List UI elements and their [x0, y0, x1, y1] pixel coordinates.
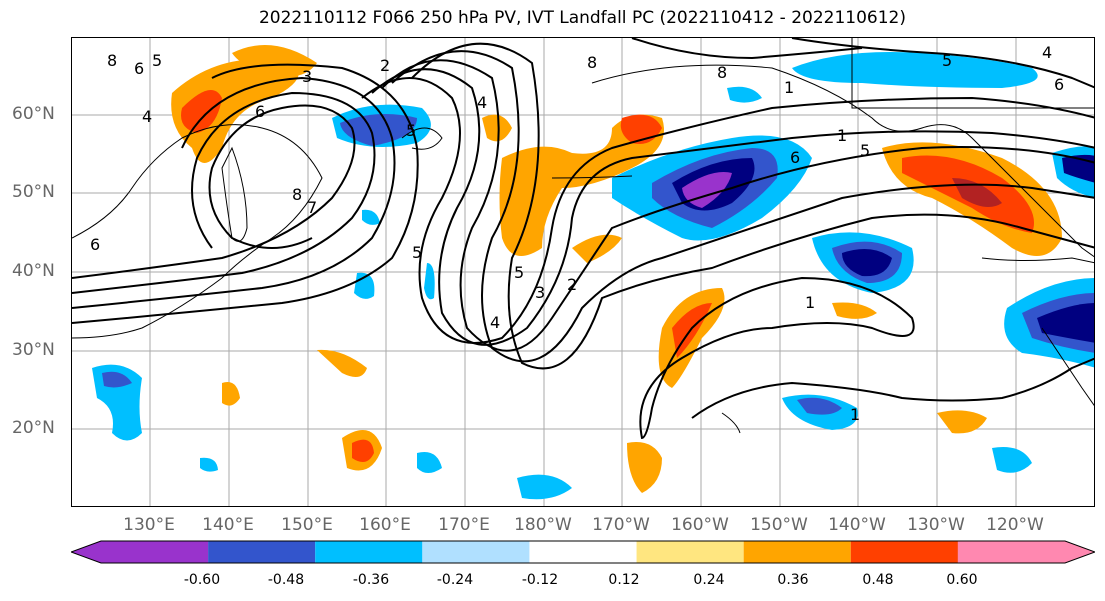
- lat-label: 30°N: [12, 340, 55, 360]
- lat-label: 20°N: [12, 418, 55, 438]
- colorbar-tick-label: 0.60: [946, 572, 978, 588]
- contour-label: 4: [490, 313, 500, 332]
- contour-label: 8: [717, 63, 727, 82]
- lon-label: 150°E: [281, 515, 333, 535]
- colorbar-tick-label: 0.24: [693, 572, 725, 588]
- colorbar-swatch: [850, 541, 958, 563]
- colorbar-swatch: [315, 541, 423, 563]
- lon-label: 130°W: [907, 515, 965, 535]
- contour-label: 8: [107, 51, 117, 70]
- colorbar-swatch: [636, 541, 744, 563]
- map-title: 2022110112 F066 250 hPa PV, IVT Landfall…: [258, 8, 906, 28]
- contour-label: 6: [90, 235, 100, 254]
- contour-label: 7: [307, 198, 317, 217]
- colorbar-swatch: [71, 541, 209, 563]
- contour-label: 5: [406, 121, 416, 140]
- contour-label: 2: [380, 56, 390, 75]
- lon-label: 160°E: [359, 515, 411, 535]
- colorbar-swatch: [529, 541, 637, 563]
- contour-label: 1: [784, 78, 794, 97]
- contour-label: 5: [942, 51, 952, 70]
- lon-label: 130°E: [123, 515, 175, 535]
- colorbar-tick-label: -0.24: [436, 572, 474, 588]
- colorbar-tick-label: 0.36: [777, 572, 809, 588]
- contour-label: 3: [535, 283, 545, 302]
- lon-label: 140°W: [828, 515, 886, 535]
- positive-anomaly-fills: [171, 45, 1062, 493]
- contour-label: 5: [514, 263, 524, 282]
- contour-label: 8: [587, 53, 597, 72]
- contour-label: 6: [1054, 75, 1064, 94]
- colorbar-tick-label: 0.12: [608, 572, 640, 588]
- negative-anomaly-fills: [92, 52, 1094, 500]
- contour-label: 1: [837, 126, 847, 145]
- contour-label-group: 8 6 5 4 3 2 8 8 6 7 6 8 5 1 5 6 5 4 3 2 …: [90, 43, 1064, 424]
- contour-label: 6: [134, 59, 144, 78]
- contour-label: 4: [1042, 43, 1052, 62]
- colorbar-swatch: [743, 541, 851, 563]
- contour-label: 6: [790, 148, 800, 167]
- contour-label: 6: [255, 102, 265, 121]
- lon-label: 180°W: [514, 515, 572, 535]
- contour-label: 2: [567, 275, 577, 294]
- colorbar: [69, 540, 1097, 568]
- pv-contours: [72, 38, 1094, 440]
- colorbar-tick-label: -0.12: [521, 572, 559, 588]
- contour-label: 5: [412, 243, 422, 262]
- lon-label: 160°W: [671, 515, 729, 535]
- contour-label: 4: [477, 93, 487, 112]
- lon-label: 120°W: [986, 515, 1044, 535]
- contour-label: 3: [302, 67, 312, 86]
- contour-label: 4: [142, 107, 152, 126]
- colorbar-swatch: [422, 541, 530, 563]
- colorbar-swatch: [208, 541, 316, 563]
- contour-label: 5: [152, 51, 162, 70]
- lon-label: 150°W: [750, 515, 808, 535]
- contour-label: 5: [860, 141, 870, 160]
- lat-label: 40°N: [12, 261, 55, 281]
- colorbar-tick-label: 0.48: [862, 572, 894, 588]
- contour-label: 1: [805, 293, 815, 312]
- contour-label: 1: [850, 405, 860, 424]
- lon-label: 140°E: [202, 515, 254, 535]
- map-canvas: 8 6 5 4 3 2 8 8 6 7 6 8 5 1 5 6 5 4 3 2 …: [72, 38, 1094, 506]
- lat-label: 50°N: [12, 182, 55, 202]
- map-panel: 8 6 5 4 3 2 8 8 6 7 6 8 5 1 5 6 5 4 3 2 …: [71, 37, 1095, 507]
- contour-label: 8: [292, 185, 302, 204]
- colorbar-tick-label: -0.36: [352, 572, 390, 588]
- lat-label: 60°N: [12, 104, 55, 124]
- lon-label: 170°E: [438, 515, 490, 535]
- colorbar-swatches: [69, 540, 1097, 564]
- colorbar-tick-label: -0.48: [267, 572, 305, 588]
- lon-label: 170°W: [592, 515, 650, 535]
- colorbar-tick-label: -0.60: [183, 572, 221, 588]
- colorbar-swatch: [957, 541, 1095, 563]
